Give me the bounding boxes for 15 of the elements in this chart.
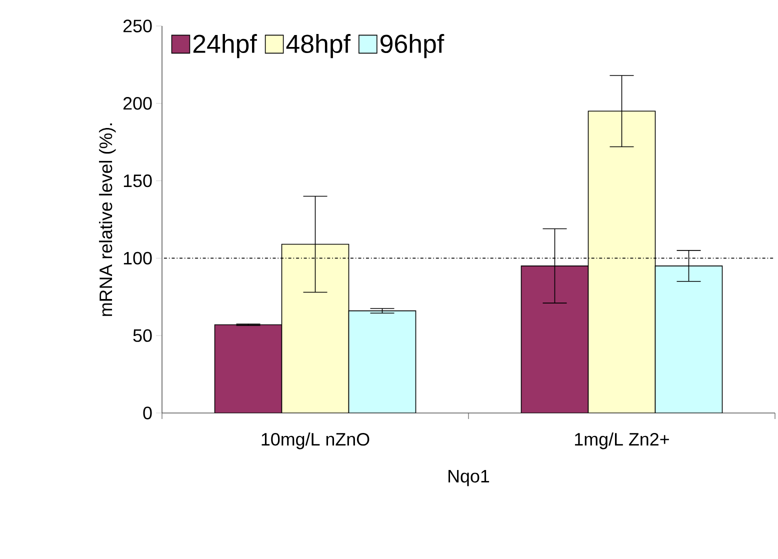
bar [281,244,350,413]
legend-label: 48hpf [286,34,351,58]
y-tick-label: 0 [143,406,152,420]
y-axis-title: mRNA relative level (%). [99,124,116,316]
x-axis-title: Nqo1 [448,470,490,486]
x-tick-label: 10mg/L nZnO [262,432,370,450]
x-tick-label: 1mg/L Zn2+ [575,432,669,450]
y-tick-label: 250 [123,20,152,32]
y-tick-label: 150 [124,174,152,188]
legend-label: 96hpf [380,34,444,58]
y-tick-label: 50 [133,329,152,342]
legend-label: 24hpf [193,34,257,58]
y-tick-label: 100 [124,252,152,265]
y-tick-label: 200 [123,97,152,110]
bar [588,110,656,413]
